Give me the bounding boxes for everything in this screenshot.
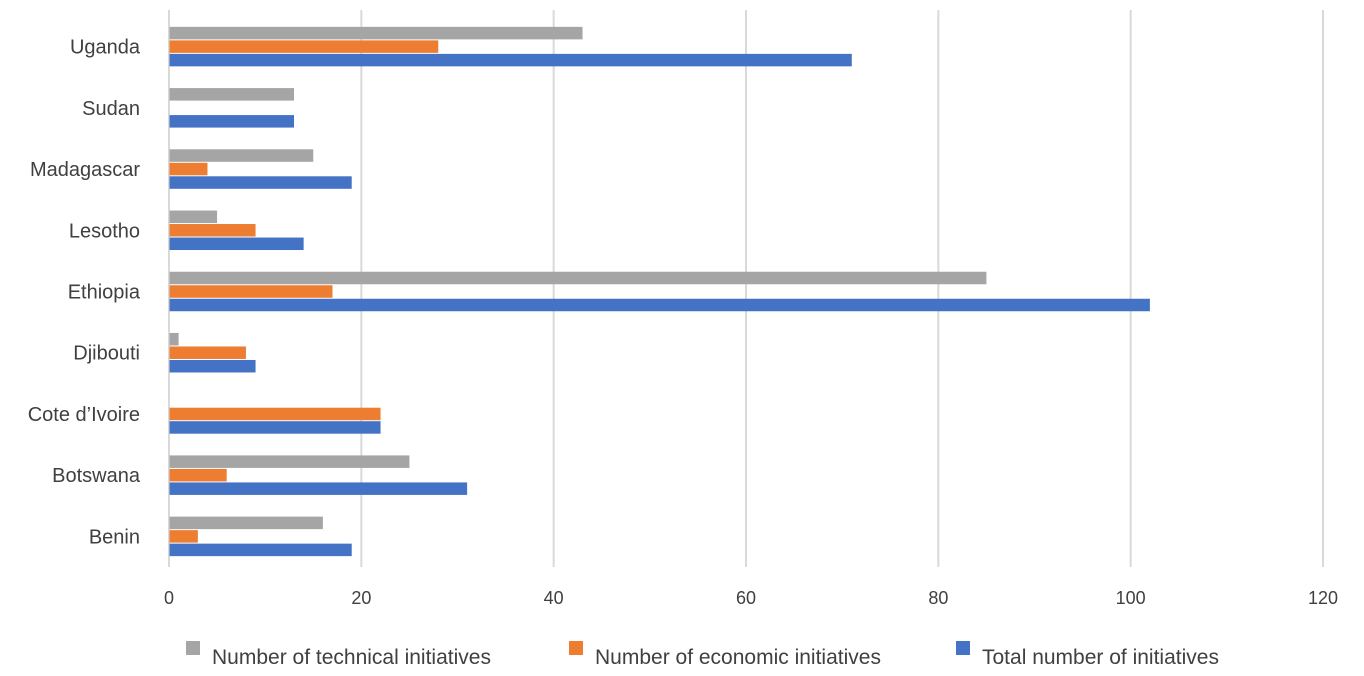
legend-label-number-of-economic-initiatives: Number of economic initiatives [595, 646, 881, 669]
bar-number-of-economic-initiatives-cote-d-ivoire: Cote d’Ivoire: 22 [169, 407, 381, 421]
category-label-uganda: Uganda [70, 37, 141, 59]
x-tick-label: 20 [351, 588, 371, 608]
category-label-cote-d-ivoire: Cote d’Ivoire [28, 404, 140, 426]
bar-total-number-of-initiatives-cote-d-ivoire: Cote d’Ivoire: 22 [169, 421, 381, 434]
bar-number-of-technical-initiatives-djibouti: Djibouti: 1 [169, 332, 179, 346]
bar-number-of-technical-initiatives-benin: Benin: 16 [169, 516, 323, 530]
category-label-botswana: Botswana [52, 465, 141, 487]
bar-number-of-technical-initiatives-sudan: Sudan: 13 [169, 88, 295, 101]
x-tick-label: 60 [736, 588, 756, 608]
bar-number-of-economic-initiatives-benin: Benin: 3 [169, 530, 198, 543]
bar-total-number-of-initiatives-uganda: Uganda: 71 [169, 53, 852, 67]
x-tick-label: 80 [928, 588, 948, 608]
x-tick-label: 120 [1308, 588, 1338, 608]
bar-total-number-of-initiatives-sudan: Sudan: 13 [169, 115, 295, 128]
bar-number-of-economic-initiatives-botswana: Botswana: 6 [169, 468, 227, 482]
bar-number-of-technical-initiatives-uganda: Uganda: 43 [169, 26, 583, 40]
bars: Benin: 16Benin: 3Benin: 19Botswana: 25Bo… [169, 26, 1150, 557]
category-label-djibouti: Djibouti [73, 343, 140, 365]
bar-number-of-technical-initiatives-madagascar: Madagascar: 15 [169, 149, 314, 162]
bar-total-number-of-initiatives-djibouti: Djibouti: 9 [169, 359, 256, 373]
category-label-benin: Benin [89, 526, 140, 548]
bar-number-of-technical-initiatives-ethiopia: Ethiopia: 85 [169, 271, 987, 285]
x-tick-label: 100 [1116, 588, 1146, 608]
bar-number-of-technical-initiatives-botswana: Botswana: 25 [169, 455, 410, 468]
bar-total-number-of-initiatives-ethiopia: Ethiopia: 102 [169, 298, 1150, 312]
legend-label-number-of-technical-initiatives: Number of technical initiatives [212, 646, 491, 669]
bar-number-of-technical-initiatives-lesotho: Lesotho: 5 [169, 210, 218, 224]
category-label-lesotho: Lesotho [69, 220, 140, 242]
bar-number-of-economic-initiatives-uganda: Uganda: 28 [169, 40, 439, 53]
gridlines [168, 10, 1324, 567]
bar-total-number-of-initiatives-madagascar: Madagascar: 19 [169, 176, 352, 189]
category-label-sudan: Sudan [82, 98, 140, 120]
legend-label-total-number-of-initiatives: Total number of initiatives [982, 646, 1219, 669]
legend-swatch-number-of-technical-initiatives [186, 641, 200, 655]
bar-number-of-economic-initiatives-ethiopia: Ethiopia: 17 [169, 285, 333, 298]
x-tick-label: 40 [544, 588, 564, 608]
category-label-madagascar: Madagascar [30, 159, 140, 181]
x-tick-label: 0 [164, 588, 174, 608]
bar-number-of-economic-initiatives-lesotho: Lesotho: 9 [169, 224, 256, 237]
bar-number-of-economic-initiatives-djibouti: Djibouti: 8 [169, 346, 246, 359]
axes: 0 20 40 60 80 100 120 Benin Botswana Cote d’Ivoir… [28, 10, 1338, 608]
bar-total-number-of-initiatives-benin: Benin: 19 [169, 543, 352, 557]
bar-total-number-of-initiatives-botswana: Botswana: 31 [169, 482, 468, 495]
bar-total-number-of-initiatives-lesotho: Lesotho: 14 [169, 237, 304, 251]
bar-number-of-economic-initiatives-madagascar: Madagascar: 4 [169, 162, 208, 176]
legend-swatch-total-number-of-initiatives [956, 641, 970, 655]
legend-swatch-number-of-economic-initiatives [569, 641, 583, 655]
legend: Number of technical initiatives Number of… [186, 641, 1219, 669]
category-label-ethiopia: Ethiopia [68, 282, 141, 304]
